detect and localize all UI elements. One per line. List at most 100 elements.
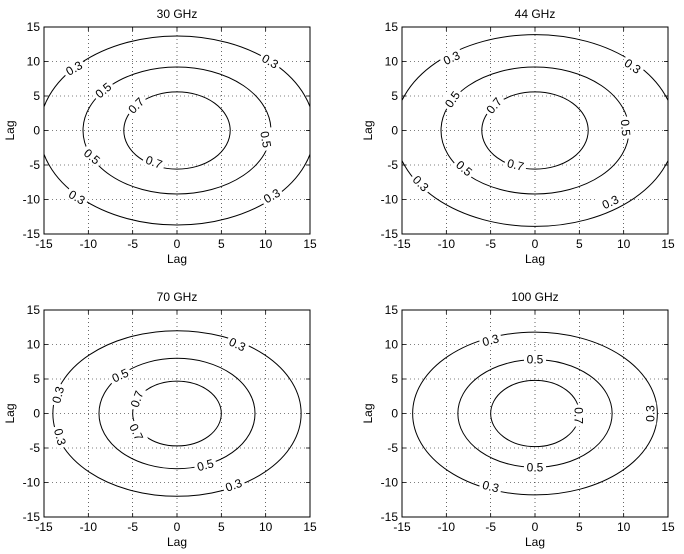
contour-label-group: 0.3 xyxy=(220,473,247,495)
contour-label-mask xyxy=(438,46,465,69)
contour-label-mask xyxy=(478,476,504,496)
contour-label-group: 0.3 xyxy=(597,190,623,213)
contour-label-group: 0.5 xyxy=(451,155,478,181)
contour-label: 0.3 xyxy=(600,192,621,212)
y-tick-label: 15 xyxy=(385,20,399,34)
x-tick-label: 15 xyxy=(303,237,317,251)
y-tick-label: -5 xyxy=(29,441,40,455)
contour-label-group: 0.3 xyxy=(47,382,67,408)
contour-label-mask xyxy=(51,424,71,450)
panel-title: 70 GHz xyxy=(157,290,198,304)
contour-label: 0.5 xyxy=(618,119,633,137)
y-tick-label: 10 xyxy=(27,338,41,352)
contour-label-mask xyxy=(597,190,623,213)
contour-label-mask xyxy=(106,363,133,386)
contour-panel: 0.3 0.3 0.3 0.5 0.5 0.7 -15 -10 -5 0 5 10 15 15 10 5 0 -5… xyxy=(361,290,675,549)
contour-label-group: 0.7 xyxy=(141,150,168,172)
contour-label-group: 0.5 xyxy=(439,85,464,112)
contour-label: 0.5 xyxy=(196,456,216,474)
y-tick-label: 5 xyxy=(33,89,40,103)
contour-label-mask xyxy=(122,92,149,118)
x-tick-label: -15 xyxy=(35,520,53,534)
contour-label-group: 0.5 xyxy=(524,351,546,367)
contour-label-group: 0.7 xyxy=(125,385,147,412)
contour-label-mask xyxy=(408,170,435,196)
contour-label-group: 0.7 xyxy=(503,154,529,174)
contour-label-mask xyxy=(258,183,285,207)
contour-label-mask xyxy=(192,454,218,474)
panel-title: 100 GHz xyxy=(511,290,558,304)
contour-label: 0.3 xyxy=(441,48,462,68)
y-tick-label: 5 xyxy=(391,89,398,103)
contour-label-mask xyxy=(451,155,478,181)
contour-label-group: 0.7 xyxy=(122,92,149,118)
y-tick-label: 5 xyxy=(33,372,40,386)
x-axis-label: Lag xyxy=(167,252,187,266)
x-tick-label: 0 xyxy=(174,237,181,251)
contour-label-group: 0.5 xyxy=(618,116,635,140)
x-tick-label: 10 xyxy=(259,520,273,534)
y-tick-label: -10 xyxy=(381,476,399,490)
contour-line xyxy=(412,331,658,496)
contour-label-mask xyxy=(642,402,657,425)
contour-label: 0.7 xyxy=(571,407,585,424)
contour-label-mask xyxy=(257,49,284,73)
contour-label-mask xyxy=(503,154,529,174)
contour-label-mask xyxy=(60,55,87,80)
contour-line xyxy=(132,380,222,447)
contour-label-group: 0.3 xyxy=(224,332,251,355)
y-tick-label: 15 xyxy=(27,20,41,34)
contour-label-group: 0.3 xyxy=(408,170,435,196)
y-tick-label: 10 xyxy=(385,55,399,69)
contour-label: 0.3 xyxy=(643,405,657,422)
y-tick-label: -5 xyxy=(387,441,398,455)
x-tick-label: -10 xyxy=(438,520,456,534)
contour-label: 0.7 xyxy=(126,422,146,443)
panel-title: 44 GHz xyxy=(515,7,556,21)
contour-label: 0.7 xyxy=(144,153,165,172)
y-tick-label: 0 xyxy=(33,124,40,138)
x-tick-label: 15 xyxy=(661,520,675,534)
contour-label-group: 0.5 xyxy=(106,363,133,386)
x-tick-label: -15 xyxy=(393,237,411,251)
contour-line xyxy=(123,91,231,170)
x-tick-label: 0 xyxy=(532,520,539,534)
x-tick-label: -5 xyxy=(127,237,138,251)
contour-label-group: 0.7 xyxy=(126,418,149,445)
contour-line xyxy=(98,357,256,470)
contour-label-mask xyxy=(477,329,503,350)
y-axis-label: Lag xyxy=(3,403,17,423)
x-axis-label: Lag xyxy=(167,535,187,549)
y-tick-label: -15 xyxy=(381,510,399,524)
x-tick-label: -15 xyxy=(393,520,411,534)
contour-label-mask xyxy=(481,92,506,118)
y-tick-label: 5 xyxy=(391,372,398,386)
y-tick-label: 15 xyxy=(385,303,399,317)
y-tick-label: 0 xyxy=(33,407,40,421)
y-tick-label: -10 xyxy=(23,476,41,490)
contour-label-group: 0.3 xyxy=(438,46,465,69)
contour-panel: 0.3 0.3 0.3 0.3 0.5 0.5 0.7 0.7 -15 -10 -5 0 5 10 15 15… xyxy=(3,290,317,549)
contour-label-mask xyxy=(125,385,147,412)
contour-label: 0.3 xyxy=(481,478,501,496)
x-tick-label: -5 xyxy=(485,237,496,251)
contour-label-mask xyxy=(620,53,647,78)
y-axis-label: Lag xyxy=(361,120,375,140)
contour-label-mask xyxy=(47,382,67,408)
x-tick-label: 10 xyxy=(259,237,273,251)
contour-label-group: 0.3 xyxy=(258,183,285,207)
x-tick-label: 10 xyxy=(617,520,631,534)
panel-title: 30 GHz xyxy=(157,7,198,21)
x-tick-label: 5 xyxy=(576,520,583,534)
x-tick-label: -10 xyxy=(438,237,456,251)
y-tick-label: -15 xyxy=(23,227,41,241)
contour-label-mask xyxy=(64,185,91,209)
contour-label-mask xyxy=(439,85,464,112)
x-tick-label: 15 xyxy=(303,520,317,534)
y-tick-label: 10 xyxy=(27,55,41,69)
contour-line xyxy=(481,91,589,170)
contour-label: 0.3 xyxy=(49,385,67,405)
